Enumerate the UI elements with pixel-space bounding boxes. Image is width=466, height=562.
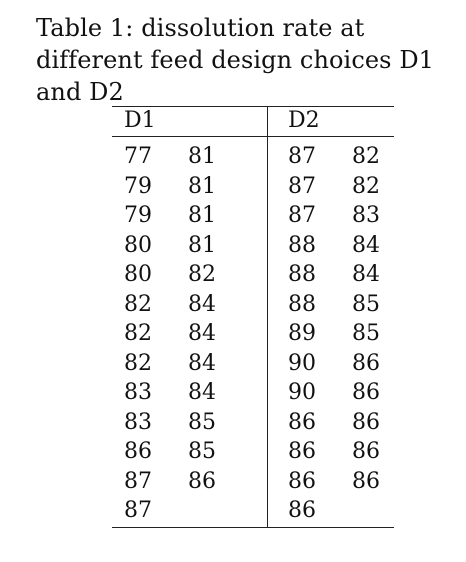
cell-d1-second: 84: [188, 350, 216, 376]
cell-d1-first: 77: [124, 144, 152, 169]
table-row: 86 85 86 86: [112, 437, 394, 467]
cell-d2-first: 90: [288, 380, 316, 405]
cell-d2-second: 82: [352, 173, 380, 199]
cell-d2-second: 85: [352, 321, 380, 346]
data-table: D1 D2 77 81 87 82 79 81 87 82 79 81 87 8…: [112, 106, 394, 528]
cell-d1-first: 83: [124, 409, 152, 435]
cell-d1-second: 81: [188, 203, 216, 228]
cell-d2-first: 86: [288, 439, 316, 464]
table-row: 82 84 89 85: [112, 319, 394, 349]
cell-d2-second: 86: [352, 468, 380, 494]
cell-d1-second: 85: [188, 439, 216, 464]
table-row: 80 82 88 84: [112, 260, 394, 290]
table-row: 79 81 87 82: [112, 172, 394, 202]
cell-d2-second: 82: [352, 144, 380, 169]
header-d1: D1: [124, 108, 156, 133]
table-row: 79 81 87 83: [112, 201, 394, 231]
column-divider: [267, 106, 268, 528]
cell-d2-first: 86: [288, 498, 316, 523]
table-row: 83 84 90 86: [112, 378, 394, 408]
cell-d1-second: 81: [188, 173, 216, 199]
cell-d1-first: 86: [124, 439, 152, 464]
cell-d2-first: 86: [288, 409, 316, 435]
cell-d2-second: 85: [352, 291, 380, 317]
cell-d1-second: 84: [188, 321, 216, 346]
cell-d1-first: 87: [124, 498, 152, 523]
cell-d2-first: 90: [288, 350, 316, 376]
cell-d1-second: 81: [188, 232, 216, 258]
cell-d2-second: 84: [352, 262, 380, 287]
cell-d2-first: 88: [288, 232, 316, 258]
cell-d1-first: 82: [124, 350, 152, 376]
table-top-rule: [112, 106, 394, 107]
table-row: 77 81 87 82: [112, 142, 394, 172]
cell-d1-second: 81: [188, 144, 216, 169]
cell-d2-first: 87: [288, 173, 316, 199]
cell-d2-second: 86: [352, 409, 380, 435]
cell-d2-first: 87: [288, 144, 316, 169]
cell-d2-second: 83: [352, 203, 380, 228]
cell-d1-second: 82: [188, 262, 216, 287]
cell-d1-second: 84: [188, 380, 216, 405]
table-row: 83 85 86 86: [112, 408, 394, 438]
table-body: 77 81 87 82 79 81 87 82 79 81 87 83 80 8…: [112, 142, 394, 526]
cell-d2-second: 86: [352, 380, 380, 405]
cell-d1-first: 79: [124, 173, 152, 199]
cell-d1-first: 82: [124, 321, 152, 346]
cell-d2-first: 86: [288, 468, 316, 494]
cell-d1-first: 82: [124, 291, 152, 317]
cell-d1-second: 84: [188, 291, 216, 317]
table-row: 82 84 88 85: [112, 290, 394, 320]
cell-d2-first: 88: [288, 291, 316, 317]
cell-d1-first: 80: [124, 262, 152, 287]
cell-d1-second: 85: [188, 409, 216, 435]
cell-d1-first: 87: [124, 468, 152, 494]
cell-d1-second: 86: [188, 468, 216, 494]
table-row: 87 86: [112, 496, 394, 526]
cell-d1-first: 80: [124, 232, 152, 258]
table-bottom-rule: [112, 527, 394, 528]
cell-d2-second: 86: [352, 350, 380, 376]
table-row: 82 84 90 86: [112, 349, 394, 379]
header-d2: D2: [288, 108, 320, 133]
table-header-rule: [112, 136, 394, 137]
cell-d2-first: 87: [288, 203, 316, 228]
cell-d2-first: 88: [288, 262, 316, 287]
table-row: 87 86 86 86: [112, 467, 394, 497]
cell-d2-second: 84: [352, 232, 380, 258]
cell-d1-first: 83: [124, 380, 152, 405]
cell-d2-first: 89: [288, 321, 316, 346]
cell-d1-first: 79: [124, 203, 152, 228]
table-row: 80 81 88 84: [112, 231, 394, 261]
table-caption: Table 1: dissolution rate at different f…: [36, 14, 435, 106]
cell-d2-second: 86: [352, 439, 380, 464]
